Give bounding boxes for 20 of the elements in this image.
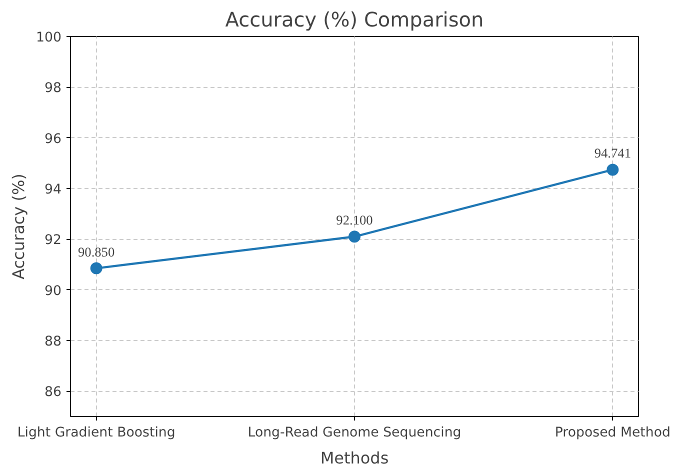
y-tick-label: 90 [44, 284, 62, 299]
y-tick-label: 88 [44, 334, 62, 350]
data-label: 90.850 [78, 244, 115, 260]
chart-title: Accuracy (%) Comparison [225, 8, 484, 32]
x-tick-label: Long-Read Genome Sequencing [248, 426, 462, 440]
y-tick-label: 98 [44, 81, 62, 96]
x-tick-label: Light Gradient Boosting [17, 426, 176, 440]
data-label: 92.100 [336, 212, 374, 228]
data-label: 94.741 [594, 146, 632, 161]
x-axis-title: Methods [320, 448, 389, 468]
point [606, 164, 619, 176]
y-tick-label: 100 [36, 30, 62, 46]
y-axis-title: Accuracy (%) [9, 174, 28, 280]
point [90, 262, 102, 274]
y-tick-label: 94 [44, 182, 62, 198]
y-tick-label: 96 [44, 132, 62, 147]
y-tick-label: 86 [44, 385, 62, 400]
x-tick-label: Proposed Method [554, 426, 670, 440]
y-tick-label: 92 [44, 233, 62, 248]
point [348, 230, 360, 243]
